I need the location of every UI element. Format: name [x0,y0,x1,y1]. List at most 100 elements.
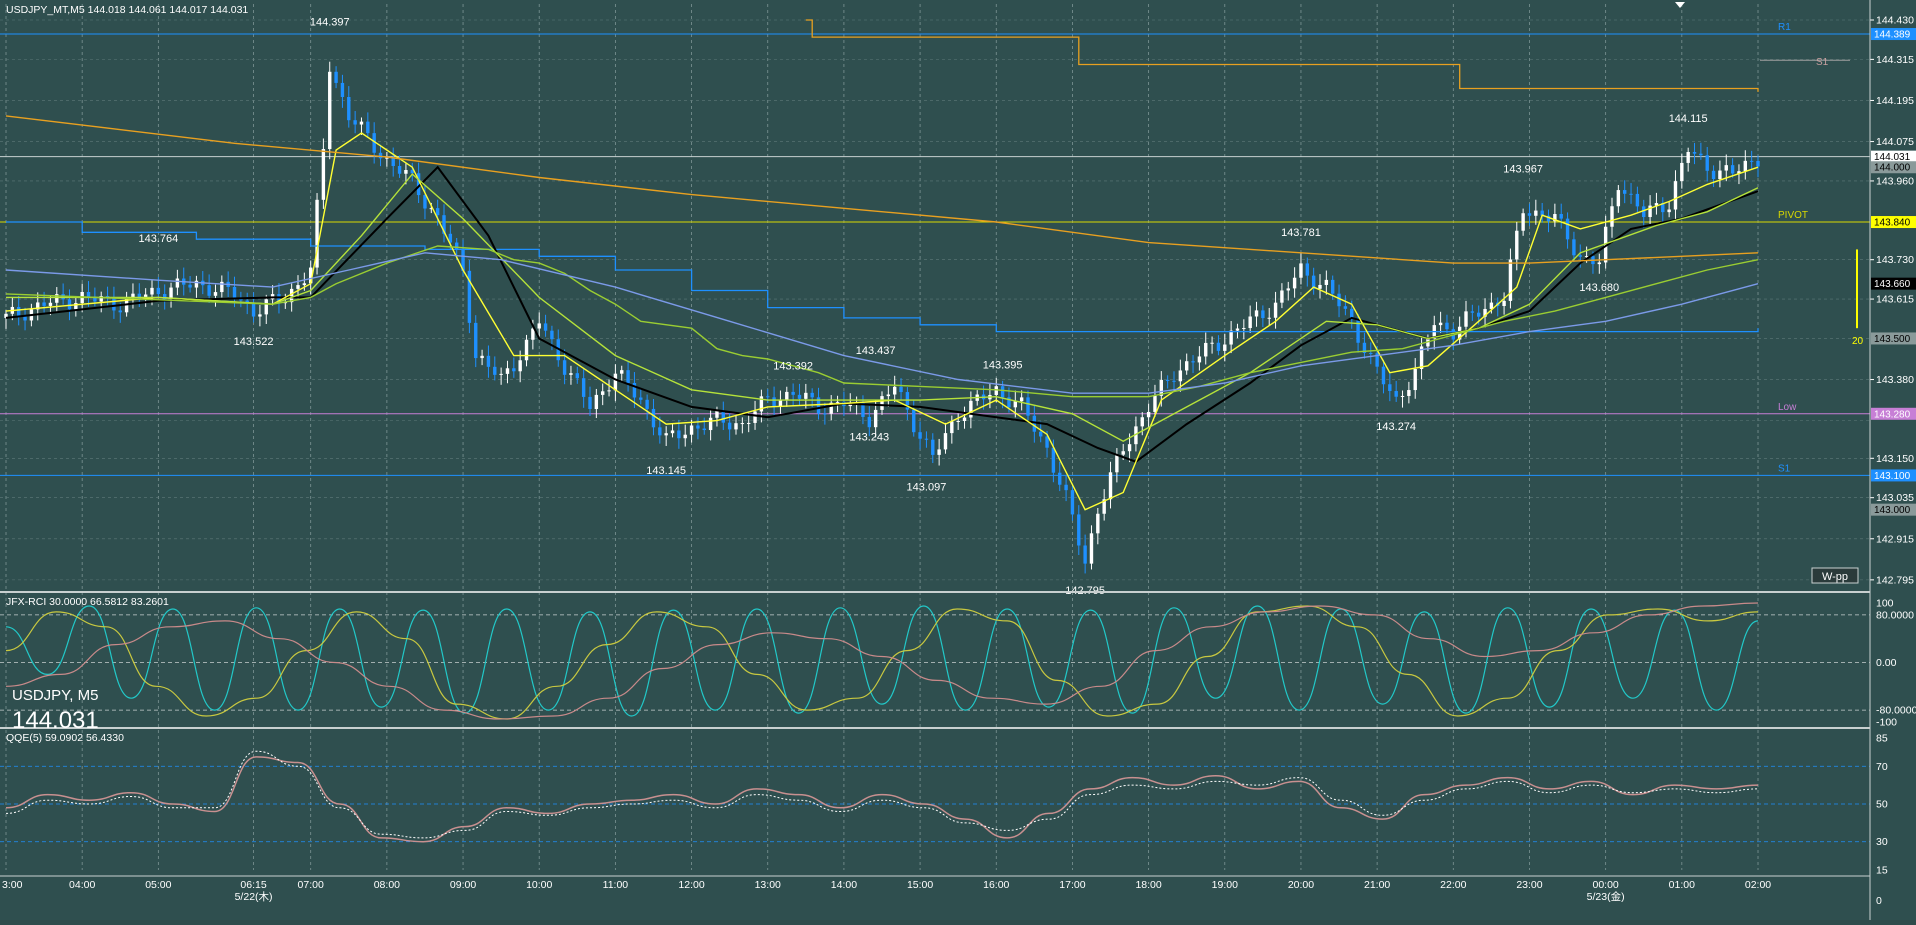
level-text-s1: S1 [1778,463,1791,474]
candle-body [1680,162,1684,182]
candle-body [886,394,891,397]
candle-body [645,399,649,409]
candle-body [169,287,173,300]
step-line [6,221,1759,333]
candle-body [207,285,211,296]
candle-body [1394,391,1398,397]
price-extreme-label: 143.781 [1281,227,1321,239]
candle-body [600,391,605,395]
candle-body [1388,384,1392,392]
candle-body [569,373,573,375]
price-axes: 144.430 144.315 144.195 144.075 143.960 143.7… [1870,15,1916,586]
candle-body [670,430,675,434]
time-axis-label: 09:00 [450,879,476,891]
price-axis-label: 144.075 [1876,136,1914,148]
candle-body [461,249,465,271]
price-highlight-label: 144.389 [1874,30,1911,41]
w-pp-box[interactable] [1811,567,1859,584]
price-highlight-box [1871,503,1916,516]
price-highlight-box [1871,150,1916,163]
candle-body [4,313,8,318]
candle-body [1540,210,1544,216]
candle-body [562,360,567,375]
time-axis-label: 19:00 [1212,879,1238,891]
candle-body [245,300,249,304]
candle-body [1115,454,1119,473]
time-axis-label: 20:00 [1288,879,1314,891]
candle-body [969,400,973,418]
candle-body [467,270,472,323]
candle-body [905,392,910,410]
w-pp-label: W-pp [1822,571,1848,583]
chart-shift-marker-icon[interactable] [1675,2,1685,8]
candle-body [1286,288,1290,291]
candle-body [1108,472,1113,500]
candle-body [1476,312,1481,317]
candle-body [931,439,935,455]
candle-body [1299,263,1303,278]
candle-body [493,366,497,375]
candle-body [721,410,726,423]
time-axis-label: 02:00 [1745,879,1771,891]
candle-body [543,323,548,331]
candle-body [816,397,821,414]
candle-body [162,294,167,300]
candle-body [1730,165,1735,174]
candle-body [512,368,516,372]
candle-body [1343,306,1348,309]
candle-body [1077,514,1081,546]
candle-body [1121,451,1125,455]
candle-body [810,392,814,398]
candle-body [1229,330,1233,345]
candle-body [918,432,922,439]
price-extreme-label: 144.397 [310,16,350,28]
candle-body [1165,379,1170,381]
candle-body [55,294,59,303]
candle-body [480,355,484,359]
candle-body [258,314,262,317]
candle-body [912,409,916,433]
price-highlight-box [1871,469,1916,482]
candle-body [1096,513,1100,534]
price-highlight-box [1871,277,1916,290]
candle-body [791,391,795,395]
candle-body [683,434,687,439]
candle-body [1000,386,1005,398]
candle-body [1400,395,1405,397]
candle-body [651,408,656,428]
candle-body [702,428,706,431]
candle-body [1350,308,1354,320]
price-axis-label: 144.430 [1876,15,1914,27]
price-highlight-label: 144.031 [1874,152,1911,163]
candle-body [486,355,491,367]
candle-body [112,297,116,311]
candle-body [1724,165,1728,171]
candle-body [1362,342,1367,353]
candle-body [1610,206,1614,227]
candle-body [1381,366,1386,385]
candle-body [1204,342,1208,357]
candle-body [328,71,332,150]
time-axis-label: 16:00 [983,879,1009,891]
rci-line [5,602,1759,720]
time-axis-label: 17:00 [1059,879,1085,891]
candle-body [505,368,510,374]
price-highlight-box [1871,161,1916,174]
candle-body [1064,484,1068,491]
candle-body [575,373,580,379]
price-extreme-label: 143.967 [1503,164,1543,176]
candle-body [785,391,789,401]
candle-body [1692,152,1697,154]
candle-body [867,416,872,428]
candle-body [626,370,630,383]
candle-body [137,293,142,299]
price-extreme-label: 143.522 [234,336,274,348]
time-axis-label: 07:00 [298,879,324,891]
time-axis-label: 06:15 [240,879,266,891]
time-axis-label: 08:00 [374,879,400,891]
candle-body [1553,214,1557,222]
candle-body [588,396,592,410]
rci-axis-label: -100 [1876,717,1897,729]
